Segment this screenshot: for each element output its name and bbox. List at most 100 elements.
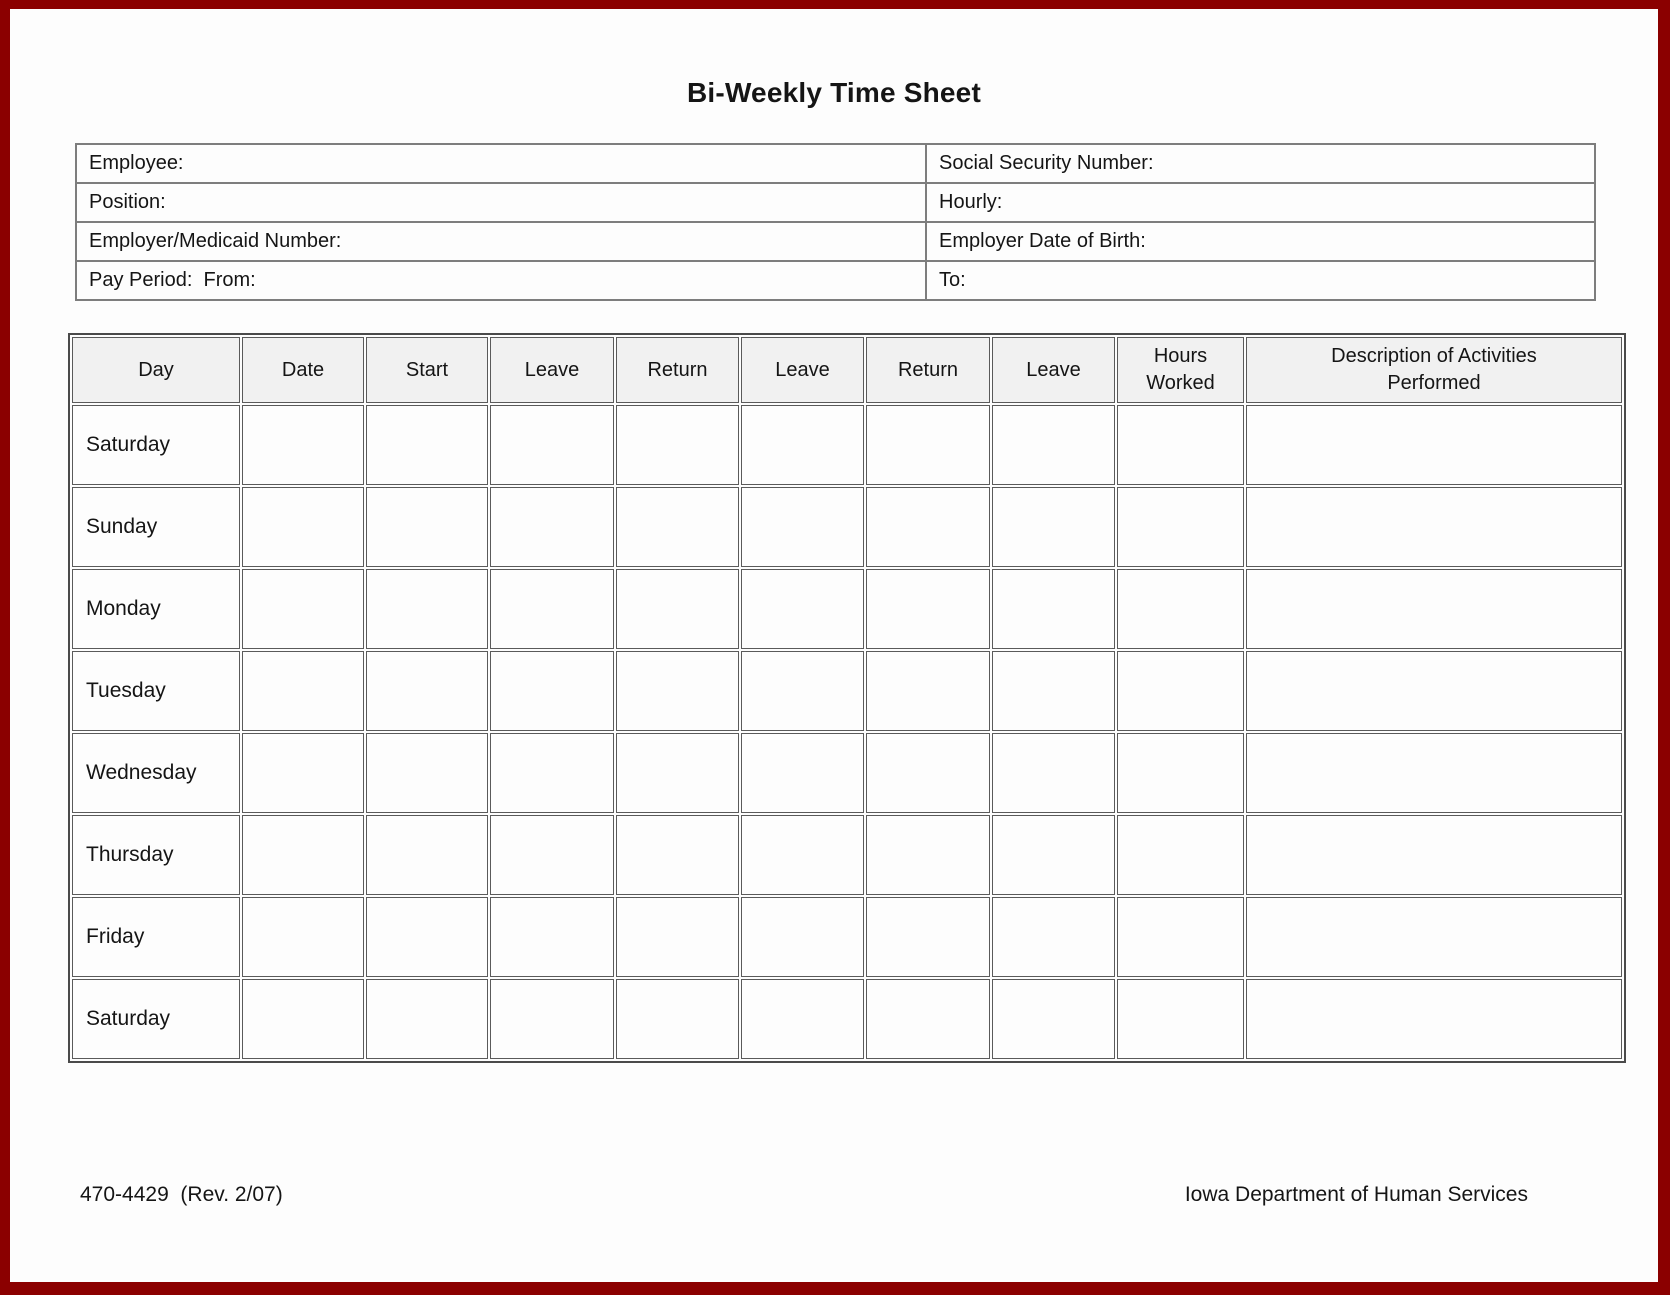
entry-cell[interactable]	[992, 733, 1115, 813]
entry-cell[interactable]	[242, 405, 364, 485]
entry-cell[interactable]	[1246, 487, 1622, 567]
entry-cell[interactable]	[366, 733, 488, 813]
entry-cell[interactable]	[992, 979, 1115, 1059]
entry-cell[interactable]	[992, 651, 1115, 731]
entry-cell[interactable]	[490, 405, 614, 485]
time-table-row-tuesday: Tuesday	[72, 651, 1622, 731]
entry-cell[interactable]	[1117, 979, 1244, 1059]
entry-cell[interactable]	[866, 897, 990, 977]
entry-cell[interactable]	[366, 487, 488, 567]
pay-period-from-field[interactable]: Pay Period: From:	[75, 260, 927, 301]
entry-cell[interactable]	[741, 487, 864, 567]
entry-cell[interactable]	[490, 569, 614, 649]
entry-cell[interactable]	[242, 733, 364, 813]
entry-cell[interactable]	[1117, 405, 1244, 485]
entry-cell[interactable]	[242, 487, 364, 567]
entry-cell[interactable]	[992, 569, 1115, 649]
pay-period-from-label: Pay Period: From:	[89, 269, 256, 291]
entry-cell[interactable]	[866, 815, 990, 895]
entry-cell[interactable]	[616, 733, 739, 813]
entry-cell[interactable]	[1117, 487, 1244, 567]
day-label-cell: Monday	[72, 569, 240, 649]
ssn-label: Social Security Number:	[939, 152, 1154, 174]
entry-cell[interactable]	[741, 651, 864, 731]
employer-medicaid-number-field[interactable]: Employer/Medicaid Number:	[75, 221, 927, 262]
column-header-return: Return	[616, 337, 739, 403]
entry-cell[interactable]	[1117, 733, 1244, 813]
form-number: 470-4429 (Rev. 2/07)	[80, 1183, 283, 1206]
entry-cell[interactable]	[490, 733, 614, 813]
column-header-start: Start	[366, 337, 488, 403]
info-row-position: Position: Hourly:	[75, 182, 1596, 223]
entry-cell[interactable]	[1246, 815, 1622, 895]
entry-cell[interactable]	[1246, 651, 1622, 731]
entry-cell[interactable]	[866, 651, 990, 731]
entry-cell[interactable]	[741, 733, 864, 813]
entry-cell[interactable]	[992, 815, 1115, 895]
column-header-label: Leave	[1026, 358, 1081, 381]
position-field[interactable]: Position:	[75, 182, 927, 223]
entry-cell[interactable]	[366, 651, 488, 731]
employer-date-of-birth-field[interactable]: Employer Date of Birth:	[925, 221, 1596, 262]
entry-cell[interactable]	[1246, 733, 1622, 813]
entry-cell[interactable]	[741, 979, 864, 1059]
ssn-field[interactable]: Social Security Number:	[925, 143, 1596, 184]
time-table-row-saturday: Saturday	[72, 979, 1622, 1059]
entry-cell[interactable]	[1246, 897, 1622, 977]
entry-cell[interactable]	[741, 405, 864, 485]
time-entry-table: Day Date Start Leave Return Leave Return Leave H…	[68, 333, 1626, 1063]
entry-cell[interactable]	[616, 405, 739, 485]
entry-cell[interactable]	[1117, 569, 1244, 649]
position-label: Position:	[89, 191, 166, 213]
hourly-field[interactable]: Hourly:	[925, 182, 1596, 223]
entry-cell[interactable]	[866, 569, 990, 649]
entry-cell[interactable]	[992, 405, 1115, 485]
column-header-date: Date	[242, 337, 364, 403]
entry-cell[interactable]	[616, 569, 739, 649]
entry-cell[interactable]	[992, 487, 1115, 567]
employer-medicaid-number-label: Employer/Medicaid Number:	[89, 230, 342, 252]
entry-cell[interactable]	[366, 979, 488, 1059]
entry-cell[interactable]	[616, 815, 739, 895]
entry-cell[interactable]	[242, 569, 364, 649]
entry-cell[interactable]	[1117, 815, 1244, 895]
entry-cell[interactable]	[366, 815, 488, 895]
entry-cell[interactable]	[366, 405, 488, 485]
entry-cell[interactable]	[1117, 651, 1244, 731]
entry-cell[interactable]	[616, 979, 739, 1059]
entry-cell[interactable]	[1246, 979, 1622, 1059]
entry-cell[interactable]	[490, 979, 614, 1059]
entry-cell[interactable]	[242, 979, 364, 1059]
entry-cell[interactable]	[866, 487, 990, 567]
entry-cell[interactable]	[616, 487, 739, 567]
time-table-head: Day Date Start Leave Return Leave Return Leave H…	[72, 337, 1622, 403]
entry-cell[interactable]	[866, 979, 990, 1059]
entry-cell[interactable]	[741, 815, 864, 895]
entry-cell[interactable]	[490, 815, 614, 895]
entry-cell[interactable]	[866, 733, 990, 813]
entry-cell[interactable]	[616, 897, 739, 977]
entry-cell[interactable]	[366, 569, 488, 649]
entry-cell[interactable]	[242, 897, 364, 977]
agency-name: Iowa Department of Human Services	[1184, 1183, 1528, 1206]
entry-cell[interactable]	[1117, 897, 1244, 977]
entry-cell[interactable]	[741, 569, 864, 649]
entry-cell[interactable]	[616, 651, 739, 731]
column-header-label: Hours Worked	[1146, 345, 1215, 394]
entry-cell[interactable]	[1246, 405, 1622, 485]
entry-cell[interactable]	[741, 897, 864, 977]
entry-cell[interactable]	[242, 815, 364, 895]
entry-cell[interactable]	[992, 897, 1115, 977]
entry-cell[interactable]	[490, 897, 614, 977]
entry-cell[interactable]	[366, 897, 488, 977]
employee-field[interactable]: Employee:	[75, 143, 927, 184]
entry-cell[interactable]	[1246, 569, 1622, 649]
entry-cell[interactable]	[490, 651, 614, 731]
entry-cell[interactable]	[866, 405, 990, 485]
day-label-cell: Saturday	[72, 405, 240, 485]
entry-cell[interactable]	[490, 487, 614, 567]
entry-cell[interactable]	[242, 651, 364, 731]
pay-period-to-field[interactable]: To:	[925, 260, 1596, 301]
column-header-label: Leave	[524, 358, 580, 381]
